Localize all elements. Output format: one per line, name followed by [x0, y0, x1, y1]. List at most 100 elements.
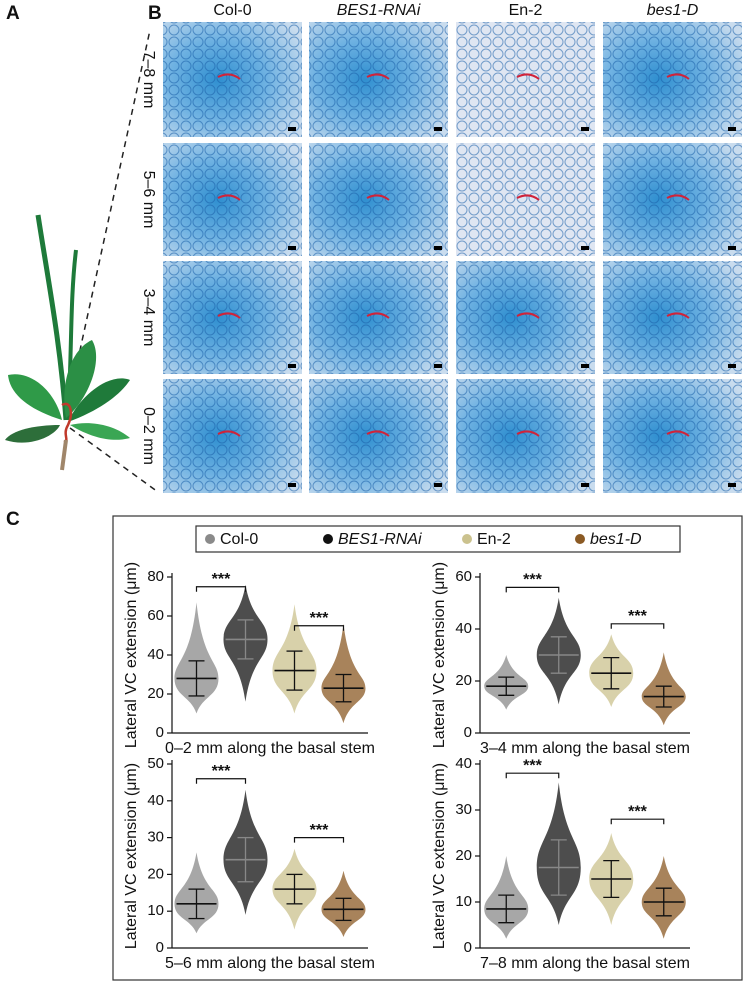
micrograph: [603, 261, 742, 374]
significance-label: ***: [628, 803, 647, 820]
scale-bar: [581, 364, 589, 368]
cambium-mark: [366, 430, 390, 437]
distribution: [321, 623, 366, 724]
x-axis-title: 0–2 mm along the basal stem: [165, 740, 375, 757]
legend-box: [195, 525, 681, 553]
micrograph: [309, 261, 448, 374]
row-label: 0–2 mm: [140, 407, 157, 465]
micrograph-cells: [309, 22, 448, 137]
plant-drawing: [5, 29, 159, 493]
y-tick-label: 40: [147, 646, 164, 663]
micrograph-cells: [163, 22, 302, 137]
significance-label: ***: [212, 763, 231, 780]
cambium-mark: [366, 312, 390, 319]
significance-label: ***: [523, 572, 542, 589]
significance-bracket: [195, 778, 247, 784]
legend-label: En-2: [477, 531, 511, 548]
row-label: 3–4 mm: [140, 289, 157, 347]
y-tick-label: 0: [464, 724, 472, 741]
legend-label: BES1-RNAi: [338, 531, 422, 548]
micrograph: [456, 143, 595, 256]
y-tick-label: 20: [147, 685, 164, 702]
cambium-mark: [217, 312, 241, 319]
significance-bracket: [293, 625, 345, 631]
micrograph-cells: [603, 261, 742, 374]
scale-bar: [288, 127, 296, 131]
cambium-mark: [217, 73, 241, 80]
y-tick-label: 0: [156, 939, 164, 956]
micrograph-cells: [456, 261, 595, 374]
y-tick-label: 60: [147, 607, 164, 624]
panel-letter: C: [6, 509, 20, 530]
legend-swatch: [205, 534, 215, 544]
y-tick-label: 40: [147, 792, 164, 809]
column-label: En-2: [509, 2, 543, 19]
x-axis-title: 5–6 mm along the basal stem: [165, 955, 375, 972]
micrograph: [309, 379, 448, 493]
legend-swatch: [323, 534, 333, 544]
micrograph: [163, 261, 302, 374]
row-label: 7–8 mm: [140, 51, 157, 109]
scale-bar: [581, 246, 589, 250]
micrograph-cells: [603, 22, 742, 137]
micrograph-cells: [163, 261, 302, 374]
scale-bar: [434, 246, 442, 250]
y-tick-label: 80: [147, 568, 164, 585]
cambium-mark: [666, 194, 690, 201]
y-axis-title: Lateral VC extension (μm): [123, 763, 140, 949]
scale-bar: [728, 127, 736, 131]
y-axis-title: Lateral VC extension (μm): [431, 562, 448, 748]
micrograph: [163, 22, 302, 137]
y-tick-label: 0: [464, 939, 472, 956]
cambium-mark: [516, 73, 540, 80]
scale-bar: [288, 483, 296, 487]
panel-letter: A: [6, 3, 20, 24]
x-axis-title: 7–8 mm along the basal stem: [480, 955, 690, 972]
scale-bar: [581, 483, 589, 487]
significance-bracket: [293, 837, 345, 843]
y-tick-label: 0: [156, 724, 164, 741]
significance-label: ***: [310, 822, 329, 839]
significance-bracket: [505, 586, 560, 593]
y-tick-label: 30: [455, 801, 472, 818]
panel-letter: B: [148, 3, 162, 24]
cambium-mark: [516, 194, 540, 201]
y-axis-title: Lateral VC extension (μm): [123, 562, 140, 748]
x-axis-title: 3–4 mm along the basal stem: [480, 740, 690, 757]
cambium-mark: [666, 430, 690, 437]
significance-bracket: [610, 818, 665, 825]
micrograph-cells: [456, 143, 595, 256]
micrograph: [603, 22, 742, 137]
distribution: [174, 602, 219, 714]
micrograph-cells: [163, 143, 302, 256]
cambium-mark: [217, 430, 241, 437]
micrograph-cells: [309, 379, 448, 493]
y-tick-label: 10: [455, 893, 472, 910]
micrograph: [309, 143, 448, 256]
significance-label: ***: [523, 757, 542, 774]
y-tick-label: 40: [455, 620, 472, 637]
y-tick-label: 50: [147, 755, 164, 772]
micrograph-cells: [456, 379, 595, 493]
cambium-mark: [366, 73, 390, 80]
micrograph-cells: [603, 379, 742, 493]
micrograph: [163, 379, 302, 493]
y-tick-label: 20: [147, 865, 164, 882]
panel-c-frame: [112, 515, 743, 981]
cambium-mark: [666, 312, 690, 319]
micrograph-cells: [603, 143, 742, 256]
y-tick-label: 60: [455, 568, 472, 585]
micrograph: [456, 379, 595, 493]
y-tick-label: 20: [455, 847, 472, 864]
cambium-mark: [217, 194, 241, 201]
legend-swatch: [575, 534, 585, 544]
scale-bar: [728, 364, 736, 368]
column-label: BES1-RNAi: [337, 2, 421, 19]
scale-bar: [288, 246, 296, 250]
cambium-mark: [366, 194, 390, 201]
micrograph: [456, 22, 595, 137]
micrograph: [309, 22, 448, 137]
y-tick-label: 30: [147, 829, 164, 846]
micrograph: [163, 143, 302, 256]
